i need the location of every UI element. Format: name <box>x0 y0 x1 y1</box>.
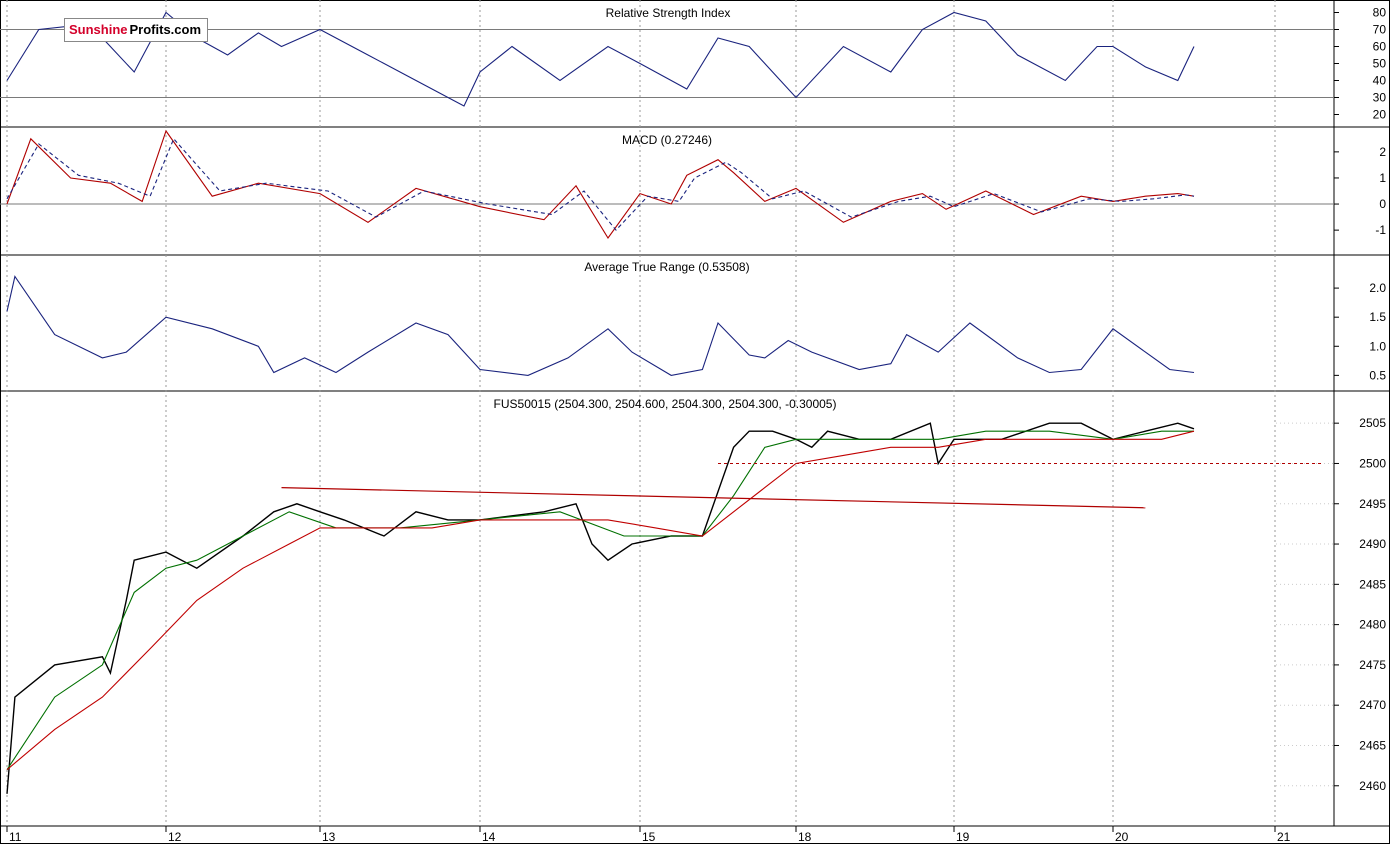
y-tick-label: 50 <box>1373 57 1387 71</box>
y-tick-label: 1.5 <box>1369 310 1386 324</box>
logo-part-2: Profits.com <box>129 22 202 37</box>
series-signal <box>6 137 1195 231</box>
y-tick-label: 2460 <box>1359 779 1386 793</box>
y-tick-label: 2495 <box>1359 497 1386 511</box>
rsi-title: Relative Strength Index <box>605 6 731 20</box>
x-tick-label: 12 <box>168 830 182 844</box>
y-tick-label: 40 <box>1373 74 1387 88</box>
y-tick-label: 2505 <box>1359 416 1386 430</box>
y-tick-label: 0.5 <box>1369 368 1386 382</box>
series-long-ma <box>6 430 1195 771</box>
sunshine-profits-logo[interactable]: Sunshine Profits.com <box>64 18 209 42</box>
x-tick-label: 21 <box>1277 830 1291 844</box>
y-tick-label: 2475 <box>1359 658 1386 672</box>
y-tick-label: 2485 <box>1359 577 1386 591</box>
y-tick-label: 1 <box>1379 171 1386 185</box>
y-tick-label: 2470 <box>1359 698 1386 712</box>
y-tick-label: 2 <box>1379 145 1386 159</box>
y-tick-label: 20 <box>1373 108 1387 122</box>
y-tick-label: 2500 <box>1359 456 1386 470</box>
macd-title: MACD (0.27246) <box>621 133 713 147</box>
series-macd <box>6 129 1195 239</box>
series-atr <box>6 275 1195 376</box>
x-tick-label: 13 <box>322 830 336 844</box>
price-title: FUS50015 (2504.300, 2504.600, 2504.300, … <box>493 397 837 411</box>
x-tick-label: 11 <box>9 830 22 844</box>
logo-part-1: Sunshine <box>65 22 130 37</box>
atr-title: Average True Range (0.53508) <box>584 260 750 274</box>
y-tick-label: 60 <box>1373 40 1387 54</box>
y-tick-label: 0 <box>1379 197 1386 211</box>
series-short-ma <box>6 430 1194 771</box>
x-tick-label: 18 <box>798 830 812 844</box>
x-tick-label: 15 <box>642 830 656 844</box>
series-price <box>6 422 1195 794</box>
y-tick-label: -1 <box>1375 223 1386 237</box>
y-tick-label: 2490 <box>1359 537 1386 551</box>
trendline <box>281 487 1146 509</box>
x-tick-label: 14 <box>482 830 496 844</box>
y-tick-label: 2465 <box>1359 738 1386 752</box>
y-tick-label: 2480 <box>1359 618 1386 632</box>
y-tick-label: 70 <box>1373 23 1387 37</box>
y-tick-label: 1.0 <box>1369 339 1386 353</box>
y-tick-label: 80 <box>1373 6 1387 20</box>
x-tick-label: 20 <box>1115 830 1129 844</box>
x-tick-label: 19 <box>956 830 970 844</box>
y-tick-label: 30 <box>1373 91 1387 105</box>
y-tick-label: 2.0 <box>1369 281 1386 295</box>
